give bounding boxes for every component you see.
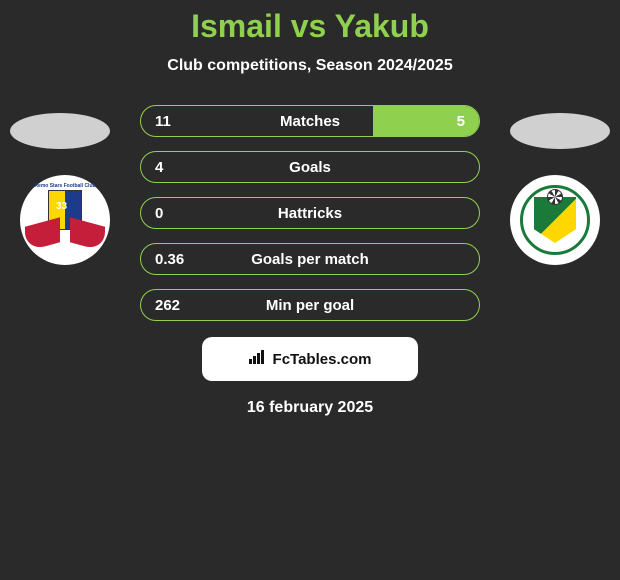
wing-right-shape	[70, 217, 105, 251]
left-club-name-text: Remo Stars Football Club	[30, 183, 100, 189]
right-player-avatar-placeholder	[510, 113, 610, 149]
stat-bar-gpm: 0.36 Goals per match	[140, 243, 480, 275]
watermark-text: FcTables.com	[273, 351, 372, 368]
stat-left-value: 11	[155, 113, 171, 130]
right-club-ball-icon	[547, 189, 563, 205]
stat-right-value: 5	[457, 113, 465, 130]
stat-label: Min per goal	[266, 297, 354, 314]
page-title: Ismail vs Yakub	[0, 8, 620, 45]
stat-left-value: 0	[155, 205, 163, 222]
left-club-logo-graphic: Remo Stars Football Club 33	[30, 185, 100, 255]
left-club-number: 33	[56, 201, 67, 212]
right-player-column	[500, 105, 620, 265]
stat-bar-hattricks: 0 Hattricks	[140, 197, 480, 229]
stat-bar-mpg: 262 Min per goal	[140, 289, 480, 321]
date-text: 16 february 2025	[0, 399, 620, 417]
stat-label: Matches	[280, 113, 340, 130]
right-club-logo	[510, 175, 600, 265]
watermark-badge: FcTables.com	[202, 337, 418, 381]
left-club-logo: Remo Stars Football Club 33	[20, 175, 110, 265]
stat-left-value: 0.36	[155, 251, 184, 268]
subtitle: Club competitions, Season 2024/2025	[0, 57, 620, 75]
stat-label: Hattricks	[278, 205, 342, 222]
stat-left-value: 4	[155, 159, 163, 176]
stat-label: Goals per match	[251, 251, 369, 268]
stat-left-value: 262	[155, 297, 180, 314]
comparison-card: Ismail vs Yakub Club competitions, Seaso…	[0, 0, 620, 580]
stats-list: 11 Matches 5 4 Goals 0 Hattricks 0.36 Go…	[140, 105, 480, 321]
left-player-avatar-placeholder	[10, 113, 110, 149]
left-player-column: Remo Stars Football Club 33	[0, 105, 120, 265]
stat-bar-goals: 4 Goals	[140, 151, 480, 183]
left-club-wings	[25, 217, 105, 247]
bar-chart-icon	[249, 350, 267, 368]
content-area: Remo Stars Football Club 33	[0, 105, 620, 321]
stat-label: Goals	[289, 159, 331, 176]
wing-left-shape	[25, 217, 60, 251]
right-club-logo-graphic	[520, 185, 590, 255]
stat-bar-matches: 11 Matches 5	[140, 105, 480, 137]
